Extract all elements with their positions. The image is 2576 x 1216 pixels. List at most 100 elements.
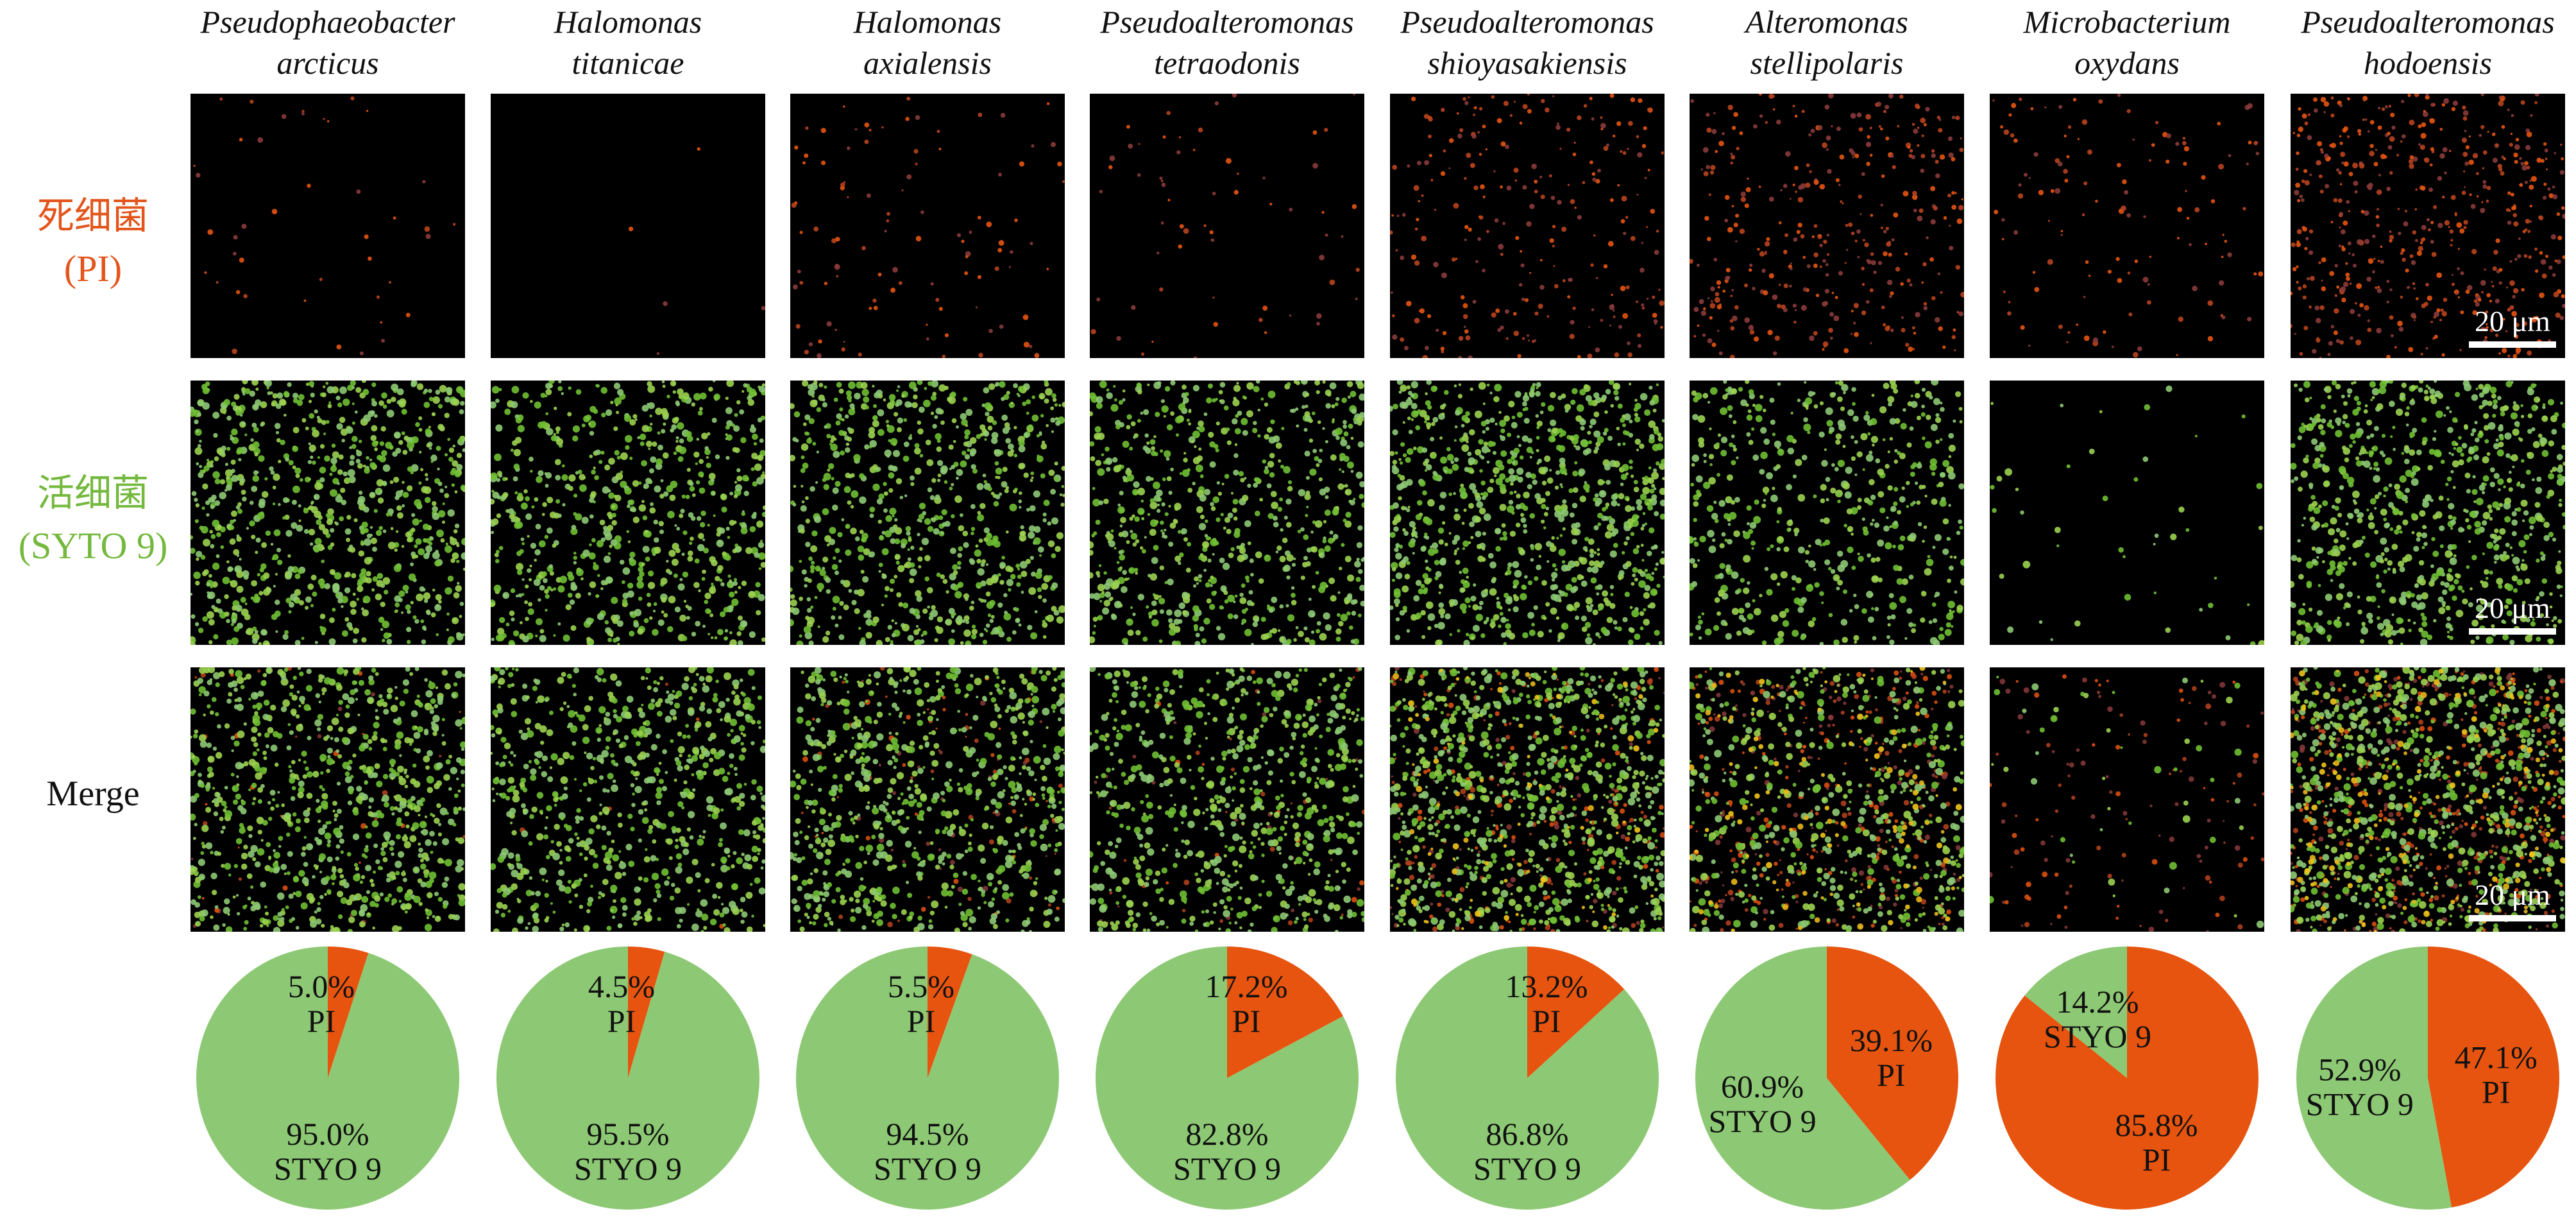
row-label-live-stain: (SYTO 9) (0, 520, 186, 572)
micrograph-merge: 20 μm (2291, 667, 2565, 932)
pie-percent-syto9: 60.9% (1721, 1068, 1804, 1104)
micrograph-texture (1690, 94, 1964, 358)
pie-label-syto9: STYO 9 (274, 1151, 382, 1186)
row-label-dead: 死细菌 (PI) (0, 190, 186, 295)
pie-label-syto9: STYO 9 (2044, 1018, 2151, 1054)
scale-bar-label: 20 μm (2469, 305, 2556, 338)
pie-chart: 85.8%PI 14.2%STYO 9 (1989, 940, 2265, 1216)
pie-label-syto9: STYO 9 (1473, 1151, 1581, 1186)
micrograph-texture (491, 381, 765, 645)
species-epithet: stellipolaris (1677, 42, 1977, 83)
pie-label-syto9: STYO 9 (874, 1151, 981, 1186)
pie-chart: 13.2%PI 86.8%STYO 9 (1389, 940, 1665, 1216)
row-label-merge: Merge (0, 767, 186, 820)
pie-percent-pi: 5.5% (888, 968, 954, 1004)
micrograph-texture (790, 667, 1065, 932)
micrograph-texture (491, 667, 765, 932)
pie-percent-syto9: 82.8% (1185, 1116, 1268, 1152)
micrograph-live (491, 381, 765, 645)
pie-percent-syto9: 14.2% (2056, 984, 2139, 1020)
species-epithet: shioyasakiensis (1377, 42, 1677, 83)
pie-label-pi: PI (2142, 1142, 2171, 1177)
pie-label-syto9: STYO 9 (574, 1151, 682, 1186)
pie-percent-pi: 4.5% (588, 968, 655, 1004)
micrograph-dead (491, 94, 765, 358)
scale-bar-line (2469, 628, 2556, 635)
pie-percent-pi: 39.1% (1850, 1022, 1933, 1058)
pie-percent-syto9: 95.0% (286, 1116, 369, 1152)
scale-bar: 20 μm (2469, 305, 2556, 348)
pie-label-syto9: STYO 9 (1709, 1103, 1817, 1139)
scale-bar-line (2469, 341, 2556, 348)
micrograph-texture (1990, 667, 2264, 932)
row-label-live: 活细菌 (SYTO 9) (0, 467, 186, 572)
pie-label-pi: PI (1532, 1003, 1561, 1039)
row-label-dead-stain: (PI) (0, 243, 186, 295)
micrograph-texture (191, 381, 465, 645)
micrograph-texture (1990, 381, 2264, 645)
micrograph-live (191, 381, 465, 645)
micrograph-live (790, 381, 1065, 645)
micrograph-live (1390, 381, 1665, 645)
micrograph-texture (1390, 667, 1665, 932)
pie-chart: 39.1%PI 60.9%STYO 9 (1689, 940, 1965, 1216)
species-epithet: arcticus (178, 42, 478, 83)
micrograph-texture (1090, 667, 1364, 932)
micrograph-texture (191, 94, 465, 358)
pie-percent-syto9: 86.8% (1486, 1116, 1568, 1152)
pie-percent-pi: 17.2% (1205, 968, 1287, 1004)
row-label-merge-name: Merge (0, 767, 186, 820)
micrograph-live (1090, 381, 1364, 645)
micrograph-texture (1690, 667, 1964, 932)
micrograph-merge (1390, 667, 1665, 932)
micrograph-dead (1990, 94, 2264, 358)
micrograph-dead (1090, 94, 1364, 358)
micrograph-dead (1690, 94, 1964, 358)
pie-label-pi: PI (607, 1003, 636, 1039)
species-genus: Pseudoalteromonas (2278, 1, 2576, 42)
scale-bar: 20 μm (2469, 592, 2556, 635)
species-genus: Microbacterium (1977, 1, 2277, 42)
pie-percent-pi: 5.0% (288, 968, 355, 1004)
species-genus: Halomonas (478, 1, 778, 42)
micrograph-live (1690, 381, 1964, 645)
species-epithet: hodoensis (2278, 42, 2576, 83)
species-genus: Alteromonas (1677, 1, 1977, 42)
pie-percent-pi: 85.8% (2115, 1107, 2198, 1143)
micrograph-texture (191, 667, 465, 932)
micrograph-texture (1390, 94, 1665, 358)
species-epithet: oxydans (1977, 42, 2277, 83)
micrograph-texture (1090, 94, 1364, 358)
micrograph-texture (790, 381, 1065, 645)
scale-bar: 20 μm (2469, 879, 2556, 921)
micrograph-texture (1690, 381, 1964, 645)
micrograph-merge (1090, 667, 1364, 932)
row-label-dead-name: 死细菌 (0, 190, 186, 243)
micrograph-texture (491, 94, 765, 358)
pie-label-pi: PI (1877, 1057, 1905, 1093)
micrograph-dead (191, 94, 465, 358)
pie-label-pi: PI (907, 1003, 935, 1039)
pie-label-pi: PI (2482, 1074, 2510, 1109)
pie-percent-pi: 13.2% (1505, 968, 1588, 1004)
scale-bar-line (2469, 915, 2556, 921)
pie-percent-pi: 47.1% (2455, 1039, 2538, 1075)
species-genus: Pseudoalteromonas (1077, 1, 1377, 42)
species-epithet: tetraodonis (1077, 42, 1377, 83)
micrograph-texture (1090, 381, 1364, 645)
micrograph-dead (1390, 94, 1665, 358)
micrograph-live (1990, 381, 2264, 645)
micrograph-merge (1690, 667, 1964, 932)
micrograph-merge (1990, 667, 2264, 932)
